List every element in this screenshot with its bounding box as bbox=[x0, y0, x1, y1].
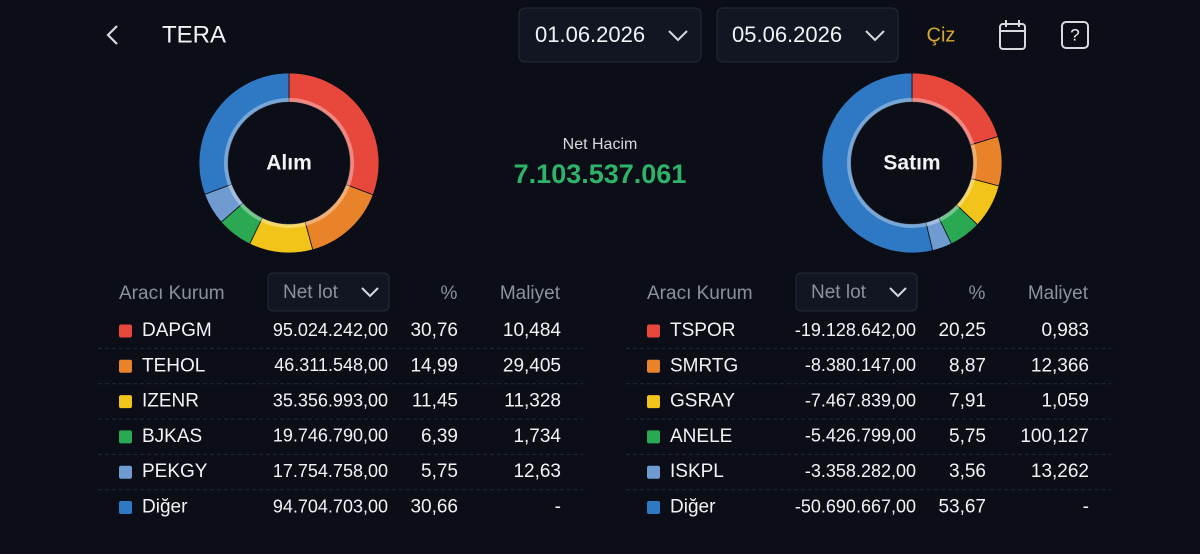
percent: 30,76 bbox=[410, 320, 458, 341]
help-icon: ? bbox=[1070, 25, 1079, 44]
broker-name: SMRTG bbox=[670, 355, 738, 376]
cost: 11,328 bbox=[504, 391, 561, 412]
legend-swatch bbox=[647, 465, 660, 479]
date-box bbox=[716, 7, 899, 63]
cost: 13,262 bbox=[1031, 461, 1089, 482]
column-header: Maliyet bbox=[1028, 283, 1089, 304]
help-button[interactable]: ? bbox=[1061, 21, 1089, 49]
legend-swatch bbox=[647, 359, 660, 373]
chevron bbox=[865, 30, 885, 42]
percent: 30,66 bbox=[410, 497, 458, 518]
legend-swatch bbox=[119, 430, 132, 444]
column-header: Maliyet bbox=[500, 283, 561, 304]
calendar-button[interactable] bbox=[999, 20, 1026, 50]
column-header: Net lot bbox=[811, 282, 867, 303]
legend-swatch bbox=[647, 430, 660, 444]
cost: 0,983 bbox=[1041, 320, 1089, 341]
donut-label: Alım bbox=[266, 152, 312, 175]
cost: 29,405 bbox=[503, 355, 561, 376]
donut-segment bbox=[198, 72, 290, 195]
percent: 8,87 bbox=[949, 355, 986, 376]
cost: 10,484 bbox=[503, 320, 562, 341]
net-lot: 46.311.548,00 bbox=[274, 355, 388, 375]
donut-highlight bbox=[847, 98, 977, 228]
legend-swatch bbox=[119, 359, 132, 373]
column-header: Aracı Kurum bbox=[119, 283, 225, 304]
summary-value: 7.103.537.061 bbox=[514, 159, 687, 189]
percent: 6,39 bbox=[421, 426, 458, 447]
column-header: Aracı Kurum bbox=[647, 283, 753, 304]
legend-swatch bbox=[119, 501, 132, 514]
cost: 12,63 bbox=[513, 461, 561, 482]
broker-name: TSPOR bbox=[670, 320, 735, 341]
date-from: 01.06.2026 bbox=[535, 22, 645, 47]
net-lot: 35.356.993,00 bbox=[273, 390, 388, 410]
net-lot: 19.746.790,00 bbox=[273, 426, 388, 446]
net-lot: -5.426.799,00 bbox=[805, 426, 916, 446]
cost: - bbox=[1083, 497, 1089, 518]
net-lot: -19.128.642,00 bbox=[795, 320, 916, 340]
net-lot: -8.380.147,00 bbox=[805, 355, 916, 375]
net-lot: -3.358.282,00 bbox=[805, 461, 916, 481]
cost: 1,734 bbox=[513, 426, 561, 447]
sort-dropdown[interactable] bbox=[795, 272, 918, 312]
percent: 3,56 bbox=[949, 461, 986, 482]
legend-swatch bbox=[647, 324, 660, 338]
back-button[interactable] bbox=[106, 25, 118, 45]
broker-name: IZENR bbox=[142, 391, 199, 412]
net-lot: 17.754.758,00 bbox=[273, 461, 388, 481]
cost: 1,059 bbox=[1041, 391, 1089, 412]
draw-button[interactable]: Çiz bbox=[927, 24, 956, 46]
percent: 20,25 bbox=[938, 320, 986, 341]
broker-name: BJKAS bbox=[142, 426, 202, 447]
column-header: Net lot bbox=[283, 282, 339, 303]
net-lot: -7.467.839,00 bbox=[805, 390, 916, 410]
broker-name: Diğer bbox=[142, 497, 188, 518]
chevron bbox=[889, 287, 907, 298]
summary-label: Net Hacim bbox=[563, 136, 638, 153]
date-from-picker[interactable]: 01.06.2026 bbox=[518, 7, 702, 63]
percent: 7,91 bbox=[949, 391, 986, 412]
cost: - bbox=[555, 497, 561, 518]
broker-name: ISKPL bbox=[670, 461, 724, 482]
net-lot: 94.704.703,00 bbox=[273, 496, 388, 516]
date-box bbox=[518, 7, 702, 63]
percent: 5,75 bbox=[421, 461, 458, 482]
net-lot: 95.024.242,00 bbox=[273, 320, 388, 340]
legend-swatch bbox=[647, 395, 660, 409]
donut-label: Satım bbox=[883, 152, 940, 175]
date-to-picker[interactable]: 05.06.2026 bbox=[716, 7, 899, 63]
percent: 5,75 bbox=[949, 426, 986, 447]
donut-highlight bbox=[224, 98, 354, 228]
broker-name: TEHOL bbox=[142, 355, 205, 376]
donut-segment bbox=[821, 72, 934, 254]
percent: 53,67 bbox=[938, 497, 986, 518]
date-to: 05.06.2026 bbox=[732, 22, 842, 47]
chevron bbox=[668, 30, 688, 42]
percent: 11,45 bbox=[412, 391, 458, 412]
legend-swatch bbox=[119, 465, 132, 479]
broker-name: DAPGM bbox=[142, 320, 212, 341]
column-header: % bbox=[969, 283, 986, 304]
page-title: TERA bbox=[162, 21, 226, 48]
legend-swatch bbox=[119, 395, 132, 409]
cost: 12,366 bbox=[1031, 355, 1089, 376]
broker-name: PEKGY bbox=[142, 461, 208, 482]
legend-swatch bbox=[647, 501, 660, 514]
calendar-icon bbox=[999, 23, 1026, 50]
chevron bbox=[361, 287, 379, 298]
percent: 14,99 bbox=[410, 355, 458, 376]
broker-name: Diğer bbox=[670, 497, 716, 518]
column-header: % bbox=[441, 283, 458, 304]
broker-name: ANELE bbox=[670, 426, 732, 447]
net-lot: -50.690.667,00 bbox=[795, 496, 916, 516]
legend-swatch bbox=[119, 324, 132, 338]
cost: 100,127 bbox=[1020, 426, 1089, 447]
help-icon bbox=[1061, 21, 1089, 49]
broker-name: GSRAY bbox=[670, 391, 735, 412]
sort-dropdown[interactable] bbox=[267, 272, 390, 312]
